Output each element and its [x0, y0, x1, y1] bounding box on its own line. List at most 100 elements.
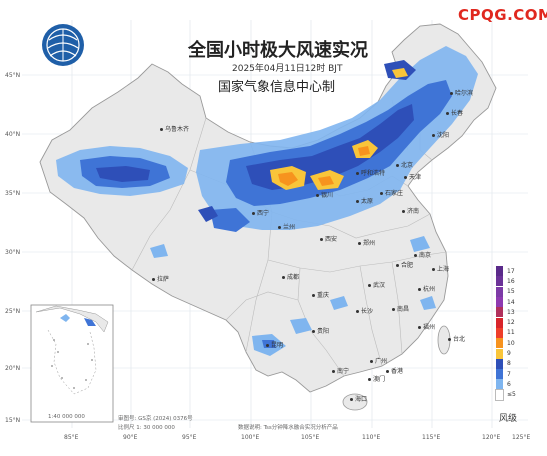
wind-scale-legend: 17 16 15 14 13 12 11 10 9 8 7 6 ≤5 — [495, 266, 526, 401]
legend-level-label: 7 — [507, 370, 511, 378]
legend-level-label: 8 — [507, 360, 511, 368]
city-label: 呼和浩特 — [356, 168, 385, 177]
lon-label: 120°E — [482, 434, 501, 441]
legend-level-label: 12 — [507, 319, 515, 327]
legend-row: 15 — [496, 286, 526, 297]
city-label: 拉萨 — [152, 274, 169, 283]
lat-label: 35°N — [5, 190, 21, 197]
city-label: 成都 — [282, 272, 299, 281]
city-label: 广州 — [370, 356, 387, 365]
city-label: 南昌 — [392, 304, 409, 313]
city-label: 合肥 — [396, 260, 413, 269]
inset-scale-note: 1:40 000 000 — [48, 414, 85, 420]
lat-label: 30°N — [5, 249, 21, 256]
city-label: 太原 — [356, 196, 373, 205]
south-china-sea-inset — [30, 304, 114, 423]
city-label: 西安 — [320, 234, 337, 243]
legend-row: 9 — [496, 348, 526, 359]
legend-row: 10 — [496, 338, 526, 349]
wind-field-layer — [56, 46, 478, 356]
city-label: 台北 — [448, 334, 465, 343]
city-label: 福州 — [418, 322, 435, 331]
legend-row: 14 — [496, 297, 526, 308]
city-label: 武汉 — [368, 280, 385, 289]
legend-row: 11 — [496, 327, 526, 338]
city-label: 贵阳 — [312, 326, 329, 335]
city-label: 乌鲁木齐 — [160, 124, 189, 133]
legend-level-label: 17 — [507, 267, 515, 275]
map-review-note: 审图号: GS京 (2024) 0376号 — [118, 416, 193, 422]
legend-level-label: 11 — [507, 329, 515, 337]
lon-label: 125°E — [512, 434, 531, 441]
lat-label: 15°N — [5, 417, 21, 424]
legend-swatch — [496, 369, 503, 380]
city-label: 杭州 — [418, 284, 435, 293]
legend-swatch — [496, 358, 503, 369]
map-subtitle: 2025年04月11日12时 BJT — [232, 64, 343, 74]
legend-swatch — [496, 307, 503, 318]
city-label: 北京 — [396, 160, 413, 169]
legend-swatch — [496, 266, 503, 277]
legend-swatch — [496, 286, 503, 297]
cma-logo-icon — [42, 24, 84, 66]
city-label: 哈尔滨 — [450, 88, 473, 97]
lon-label: 95°E — [182, 434, 197, 441]
city-label: 上海 — [432, 264, 449, 273]
legend-swatch — [496, 327, 503, 338]
lat-label: 45°N — [5, 72, 21, 79]
lon-label: 110°E — [362, 434, 381, 441]
legend-row: 13 — [496, 307, 526, 318]
legend-swatch — [496, 317, 503, 328]
legend-level-label: ≤5 — [507, 391, 516, 399]
legend-level-label: 9 — [507, 350, 511, 358]
city-label: 重庆 — [312, 290, 329, 299]
city-label: 澳门 — [368, 374, 385, 383]
legend-level-label: 14 — [507, 298, 515, 306]
legend-row: 17 — [496, 266, 526, 277]
city-label: 香港 — [386, 366, 403, 375]
legend-swatch — [496, 348, 503, 359]
city-label: 兰州 — [278, 222, 295, 231]
legend-level-label: 15 — [507, 288, 515, 296]
legend-title: 风级 — [499, 414, 518, 424]
legend-swatch — [495, 388, 504, 401]
city-label: 郑州 — [358, 238, 375, 247]
legend-row: 8 — [496, 358, 526, 369]
legend-swatch — [496, 297, 503, 308]
lon-label: 105°E — [301, 434, 320, 441]
city-label: 石家庄 — [380, 188, 403, 197]
lat-label: 20°N — [5, 365, 21, 372]
city-label: 海口 — [350, 394, 367, 403]
city-label: 昆明 — [266, 340, 283, 349]
lat-label: 40°N — [5, 131, 21, 138]
legend-swatch — [496, 338, 503, 349]
city-label: 银川 — [316, 190, 333, 199]
data-source-note: 数据说明: Tss分钟降水融合实况分析产品 — [238, 425, 338, 431]
lon-label: 100°E — [241, 434, 260, 441]
legend-row: ≤5 — [495, 388, 526, 401]
city-label: 济南 — [402, 206, 419, 215]
city-label: 沈阳 — [432, 130, 449, 139]
legend-level-label: 16 — [507, 277, 515, 285]
legend-row: 7 — [496, 369, 526, 380]
city-label: 南京 — [414, 250, 431, 259]
lon-label: 115°E — [422, 434, 441, 441]
legend-swatch — [496, 379, 503, 390]
lat-label: 25°N — [5, 308, 21, 315]
legend-row: 16 — [496, 276, 526, 287]
legend-level-label: 13 — [507, 308, 515, 316]
legend-level-label: 10 — [507, 339, 515, 347]
legend-swatch — [496, 276, 503, 287]
city-label: 西宁 — [252, 208, 269, 217]
scale-note: 比例尺 1: 30 000 000 — [118, 425, 175, 431]
map-title: 全国小时极大风速实况 — [188, 40, 368, 61]
lon-label: 90°E — [123, 434, 138, 441]
city-label: 长沙 — [356, 306, 373, 315]
producer-label: 国家气象信息中心制 — [218, 80, 336, 95]
city-label: 长春 — [446, 108, 463, 117]
legend-row: 12 — [496, 317, 526, 328]
lon-label: 85°E — [64, 434, 79, 441]
legend-level-label: 6 — [507, 380, 511, 388]
site-watermark-label: CPQG.COM — [458, 6, 547, 24]
